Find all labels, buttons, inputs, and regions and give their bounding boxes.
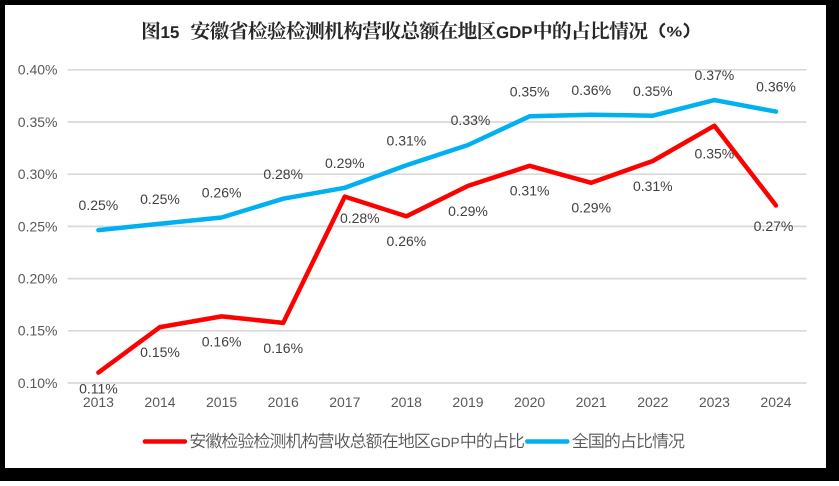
svg-text:0.16%: 0.16%	[202, 333, 242, 349]
svg-text:0.29%: 0.29%	[325, 155, 365, 171]
svg-text:2016: 2016	[268, 394, 299, 410]
svg-text:0.36%: 0.36%	[571, 82, 611, 98]
svg-text:2023: 2023	[699, 394, 730, 410]
svg-text:0.10%: 0.10%	[18, 375, 58, 391]
svg-text:2014: 2014	[144, 394, 175, 410]
svg-text:0.16%: 0.16%	[263, 340, 303, 356]
svg-text:2019: 2019	[452, 394, 483, 410]
svg-text:0.25%: 0.25%	[79, 197, 119, 213]
svg-text:0.40%: 0.40%	[18, 62, 58, 78]
svg-text:0.37%: 0.37%	[695, 67, 735, 83]
svg-text:2022: 2022	[637, 394, 668, 410]
svg-text:0.31%: 0.31%	[387, 132, 427, 148]
svg-text:0.26%: 0.26%	[387, 233, 427, 249]
svg-text:0.15%: 0.15%	[140, 344, 180, 360]
svg-text:0.35%: 0.35%	[510, 83, 550, 99]
svg-text:2018: 2018	[391, 394, 422, 410]
svg-text:0.28%: 0.28%	[340, 210, 380, 226]
svg-text:0.29%: 0.29%	[448, 203, 488, 219]
svg-text:2020: 2020	[514, 394, 545, 410]
svg-text:0.30%: 0.30%	[18, 166, 58, 182]
svg-text:0.35%: 0.35%	[633, 83, 673, 99]
svg-text:0.11%: 0.11%	[79, 380, 118, 396]
svg-text:0.36%: 0.36%	[756, 79, 796, 95]
svg-text:0.31%: 0.31%	[510, 183, 550, 199]
svg-text:0.31%: 0.31%	[633, 178, 673, 194]
svg-text:0.15%: 0.15%	[18, 323, 58, 339]
svg-text:0.29%: 0.29%	[571, 200, 611, 216]
svg-text:0.28%: 0.28%	[263, 166, 303, 182]
svg-text:0.20%: 0.20%	[18, 271, 58, 287]
svg-text:0.27%: 0.27%	[754, 218, 794, 234]
svg-text:2013: 2013	[83, 394, 114, 410]
svg-text:0.35%: 0.35%	[695, 146, 735, 162]
svg-text:0.33%: 0.33%	[451, 112, 491, 128]
svg-text:0.25%: 0.25%	[140, 191, 180, 207]
svg-text:0.25%: 0.25%	[18, 218, 58, 234]
svg-text:2024: 2024	[760, 394, 791, 410]
svg-text:0.35%: 0.35%	[18, 114, 58, 130]
svg-text:0.26%: 0.26%	[202, 185, 242, 201]
svg-text:2015: 2015	[206, 394, 237, 410]
svg-text:2017: 2017	[329, 394, 360, 410]
svg-text:2021: 2021	[576, 394, 607, 410]
